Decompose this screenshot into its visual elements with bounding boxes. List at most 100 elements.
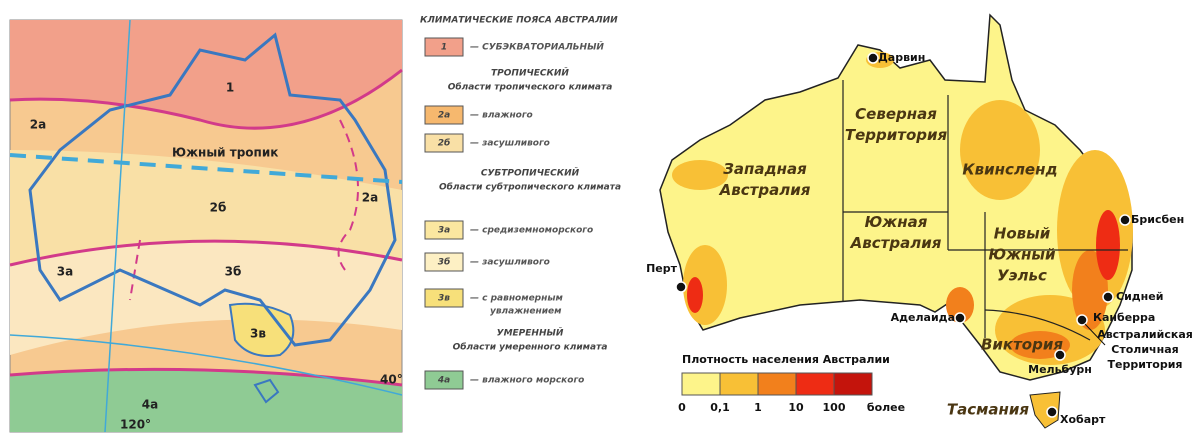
- legend-subheading: Области умеренного климата: [453, 342, 608, 353]
- zone-label: 3в: [250, 327, 266, 341]
- legend-label: 0,1: [710, 401, 730, 414]
- zone-2b: [10, 150, 402, 265]
- city-label: Перт: [646, 262, 678, 275]
- climate-legend: КЛИМАТИЧЕСКИЕ ПОЯСА АВСТРАЛИИ 1 — СУБЭКВАТ…: [420, 16, 621, 390]
- legend-swatch: [424, 133, 464, 153]
- legend-swatch: [424, 105, 464, 125]
- legend-text: — засушливого: [470, 139, 550, 149]
- zone-label: 2а: [362, 191, 378, 205]
- density-patches: [672, 52, 1133, 365]
- legend-code: 3в: [438, 294, 450, 304]
- legend-title: КЛИМАТИЧЕСКИЕ ПОЯСА АВСТРАЛИИ: [420, 16, 618, 26]
- tasmania-label: Тасмания: [947, 401, 1030, 419]
- population-labels: Западная Австралия Северная Территория Квинс…: [646, 51, 1193, 426]
- tasmania: [1029, 391, 1061, 429]
- legend-swatch: [719, 372, 759, 396]
- zone-label: 2б: [210, 201, 227, 215]
- state-borders: [842, 80, 1128, 341]
- state-label: Австралия: [719, 181, 811, 199]
- zone-label: 2а: [30, 118, 46, 132]
- zone-label: 1: [226, 81, 234, 95]
- legend-label: 10: [788, 401, 804, 414]
- legend-label: 0: [678, 401, 686, 414]
- state-label: Квинсленд: [962, 161, 1057, 179]
- city-label: Хобарт: [1060, 413, 1106, 426]
- legend-swatch: [424, 370, 464, 390]
- city-label: Аделаида: [891, 311, 955, 324]
- legend-label: 1: [754, 401, 762, 414]
- city-dot: [1102, 291, 1114, 303]
- territory-label: Австралийская: [1097, 328, 1193, 341]
- legend-title: Плотность населения Австралии: [682, 353, 890, 366]
- tasmania-outline: [253, 378, 280, 404]
- meridian: [104, 19, 131, 433]
- state-label: Южный: [989, 246, 1056, 264]
- population-legend: Плотность населения Австралии 0 0,1 1 10 100 б…: [678, 353, 905, 414]
- legend-swatch: [795, 372, 835, 396]
- legend-text: увлажнением: [490, 307, 562, 317]
- legend-code: 2а: [438, 111, 450, 121]
- climate-map: [9, 19, 403, 433]
- state-label: Территория: [845, 126, 948, 144]
- state-label: Северная: [855, 105, 937, 123]
- legend-swatch: [424, 220, 464, 240]
- zone-border-dashed: [129, 119, 359, 301]
- legend-text: — влажного морского: [470, 376, 584, 386]
- city-label: Сидней: [1116, 290, 1163, 303]
- legend-swatch: [757, 372, 797, 396]
- city-dot: [1046, 406, 1058, 418]
- longitude-label: 120°: [120, 418, 151, 432]
- legend-heading: ТРОПИЧЕСКИЙ: [491, 67, 569, 79]
- legend-text: — средиземноморского: [470, 226, 593, 236]
- legend-text: — с равномерным: [470, 294, 563, 304]
- legend-heading: УМЕРЕННЫЙ: [497, 327, 564, 339]
- state-label: Виктория: [981, 336, 1063, 354]
- legend-code: 2б: [438, 138, 451, 149]
- state-label: Южная: [865, 213, 928, 231]
- zone-border: [9, 367, 403, 387]
- state-label: Новый: [994, 225, 1051, 243]
- legend-swatch: [833, 372, 873, 396]
- state-label: Уэльс: [997, 267, 1047, 285]
- territory-label: Столичная: [1111, 343, 1178, 356]
- legend-code: 3а: [438, 226, 450, 236]
- city-label: Мельбурн: [1028, 363, 1092, 376]
- territory-label: Территория: [1108, 358, 1183, 371]
- legend-heading: СУБТРОПИЧЕСКИЙ: [481, 167, 580, 179]
- population-map: [659, 13, 1133, 429]
- city-dot: [1119, 214, 1131, 226]
- capital-dot: [1076, 314, 1088, 326]
- city-dot: [954, 312, 966, 324]
- zone-label: 4а: [142, 398, 158, 412]
- tropic-line: [9, 153, 403, 184]
- city-label: Дарвин: [878, 51, 925, 64]
- legend-code: 3б: [438, 257, 451, 268]
- zone-border: [9, 68, 403, 130]
- capital-leader: [1084, 323, 1106, 346]
- tropic-label: Южный тропик: [172, 146, 278, 160]
- zone-border: [9, 239, 403, 267]
- climate-labels: 1 2а 2а 2б 3а 3б 3в 4а Южный тропик 40° 120°: [30, 81, 403, 432]
- city-dot: [1054, 349, 1066, 361]
- zone-1: [10, 20, 402, 129]
- legend-text: — СУБЭКВАТОРИАЛЬНЫЙ: [470, 41, 604, 53]
- legend-text: — засушливого: [470, 258, 550, 268]
- legend-text: — влажного: [470, 111, 533, 121]
- city-label: Брисбен: [1131, 213, 1184, 226]
- latitude-label: 40°: [380, 373, 403, 387]
- legend-code: 1: [441, 43, 447, 53]
- parallel: [9, 334, 403, 396]
- legend-swatch: [424, 37, 464, 57]
- australia-outline: [28, 32, 397, 347]
- legend-swatch: [424, 252, 464, 272]
- state-label: Австралия: [850, 234, 942, 252]
- legend-swatch: [681, 372, 721, 396]
- legend-label: более: [867, 401, 905, 414]
- legend-subheading: Области тропического климата: [448, 82, 613, 93]
- legend-code: 4а: [437, 376, 450, 386]
- city-dot: [867, 52, 879, 64]
- capital-label: Канберра: [1093, 311, 1155, 324]
- city-dot: [675, 281, 687, 293]
- zone-label: 3а: [57, 265, 73, 279]
